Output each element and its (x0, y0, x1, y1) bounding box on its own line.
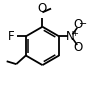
Text: +: + (71, 29, 78, 38)
Text: −: − (79, 19, 87, 29)
Text: O: O (74, 18, 83, 31)
Text: F: F (8, 30, 14, 43)
Text: N: N (66, 30, 75, 43)
Text: O: O (38, 2, 47, 15)
Text: O: O (74, 41, 83, 54)
